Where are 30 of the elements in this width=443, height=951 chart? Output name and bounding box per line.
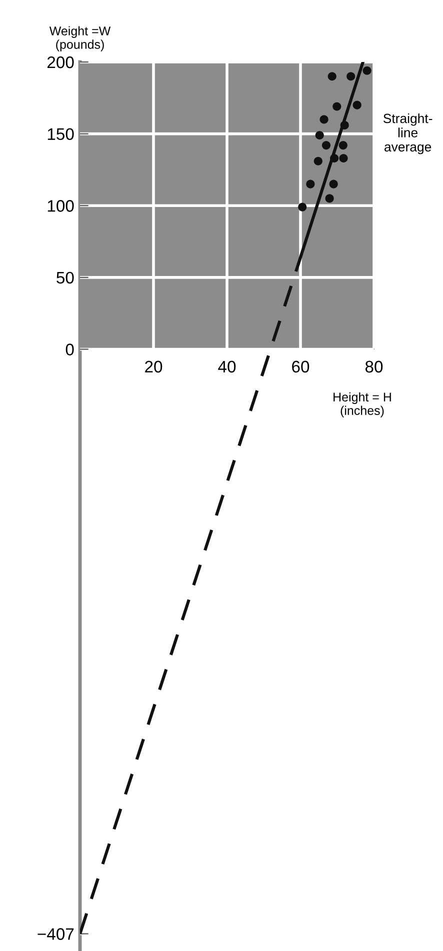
point: [325, 194, 334, 203]
point: [320, 115, 328, 124]
y-tick-label: 150: [48, 128, 74, 140]
point: [322, 141, 331, 150]
point: [298, 202, 307, 212]
point: [314, 156, 322, 166]
point: [315, 130, 324, 140]
point: [329, 180, 338, 188]
y-tick-label: 200: [47, 56, 74, 68]
y-tick-label: 100: [48, 200, 74, 212]
point: [352, 100, 362, 110]
point: [362, 66, 372, 75]
text: Straight- line average: [383, 113, 432, 154]
point: [338, 141, 348, 150]
point: [332, 102, 342, 111]
x-tick-label: 60: [292, 360, 310, 373]
x-tick-label: 40: [218, 360, 236, 373]
point: [339, 154, 348, 163]
x-axis-title: Height = H (inches): [334, 392, 391, 418]
point: [306, 180, 315, 188]
y-axis-title: Weight =W (pounds): [49, 26, 111, 52]
point: [330, 154, 339, 163]
y-tick-label: 50: [56, 272, 74, 284]
y-tick-label: 0: [66, 344, 74, 356]
point: [328, 72, 336, 81]
x-tick-label: 20: [145, 360, 162, 373]
point: [346, 72, 356, 81]
point: [340, 120, 349, 130]
y-tick-label: −407: [38, 928, 74, 940]
x-tick-label: 80: [365, 360, 383, 373]
